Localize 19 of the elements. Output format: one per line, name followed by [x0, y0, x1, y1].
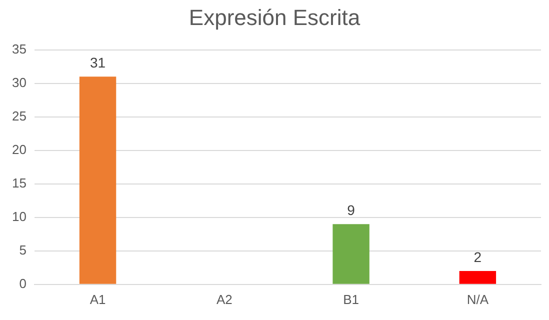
data-label: 9: [347, 202, 356, 218]
x-tick-label: B1: [343, 292, 359, 307]
y-tick-label: 35: [12, 41, 26, 56]
data-label: 2: [474, 248, 482, 265]
x-tick-label: A1: [90, 292, 106, 307]
y-tick-label: 10: [12, 208, 26, 224]
y-tick-label: 20: [12, 142, 26, 157]
x-tick-label: A2: [216, 292, 232, 307]
y-tick-label: 25: [12, 108, 26, 124]
bar: [79, 76, 116, 284]
chart-title: Expresión Escrita: [188, 4, 362, 32]
y-tick-label: 0: [19, 276, 26, 291]
bar: [459, 270, 496, 284]
x-tick-label: N/A: [466, 292, 489, 307]
y-tick-label: 5: [19, 242, 26, 258]
data-label: 31: [90, 54, 106, 70]
y-tick-label: 15: [12, 175, 26, 190]
bar: [332, 224, 370, 284]
y-tick-label: 30: [12, 74, 26, 90]
